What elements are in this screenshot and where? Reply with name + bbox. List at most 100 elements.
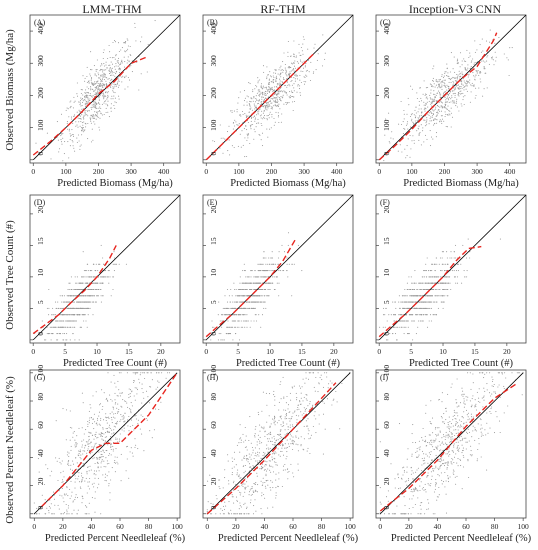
data-point	[72, 145, 74, 147]
data-point	[132, 372, 134, 374]
data-point	[86, 466, 89, 468]
data-point	[134, 373, 136, 375]
data-point	[75, 444, 78, 446]
data-point	[57, 326, 59, 328]
data-point	[97, 288, 99, 291]
data-point	[498, 37, 500, 39]
data-point	[412, 339, 414, 341]
data-point	[37, 458, 39, 460]
data-point	[453, 82, 455, 84]
data-point	[467, 81, 469, 83]
data-point	[403, 118, 405, 120]
data-point	[244, 113, 246, 115]
data-point	[251, 295, 253, 297]
data-point	[102, 474, 104, 476]
data-point	[432, 77, 434, 79]
data-point	[62, 314, 65, 316]
data-point	[99, 433, 101, 436]
data-point	[103, 466, 105, 468]
data-point	[61, 326, 63, 328]
data-point	[409, 134, 411, 137]
data-point	[113, 71, 115, 74]
data-point	[120, 453, 122, 455]
x-axis-label: Predicted Biomass (Mg/ha)	[403, 178, 519, 189]
data-point	[95, 106, 97, 108]
data-point	[94, 102, 96, 104]
data-point	[142, 392, 144, 394]
data-point	[399, 314, 401, 316]
data-point	[435, 276, 437, 278]
data-point	[270, 127, 272, 129]
data-point	[244, 156, 246, 158]
data-point	[81, 122, 83, 124]
data-point	[247, 320, 249, 322]
data-point	[121, 391, 123, 394]
data-point	[73, 147, 75, 149]
data-point	[63, 333, 66, 335]
data-point	[461, 71, 463, 73]
data-point	[432, 138, 434, 140]
data-point	[422, 130, 424, 132]
data-point	[263, 307, 265, 309]
data-point	[66, 333, 68, 335]
data-point	[74, 487, 76, 489]
data-point	[110, 417, 112, 419]
data-point	[90, 141, 93, 143]
data-point	[209, 474, 211, 476]
data-point	[250, 117, 253, 119]
data-point	[287, 67, 289, 69]
data-point	[55, 320, 58, 322]
data-point	[51, 326, 53, 328]
data-point	[83, 320, 85, 322]
data-point	[437, 282, 439, 284]
data-point	[454, 244, 457, 246]
data-point	[99, 65, 102, 67]
data-point	[99, 70, 101, 72]
data-point	[116, 422, 118, 424]
data-point	[113, 56, 115, 59]
x-tick-label: 5	[409, 347, 413, 356]
data-point	[408, 333, 410, 335]
data-point	[67, 295, 69, 297]
data-point	[285, 72, 287, 74]
data-point	[251, 446, 254, 449]
data-point	[67, 288, 69, 291]
data-point	[438, 86, 440, 88]
data-point	[253, 115, 255, 117]
data-point	[232, 320, 234, 322]
data-point	[222, 307, 224, 309]
data-point	[82, 94, 84, 96]
data-point	[91, 114, 93, 116]
data-point	[89, 417, 91, 419]
data-point	[105, 61, 107, 63]
data-point	[155, 388, 157, 390]
data-point	[270, 75, 272, 77]
data-point	[269, 71, 271, 73]
data-point	[432, 263, 434, 265]
panel-tag: (B)	[207, 18, 218, 27]
x-tick-label: 80	[145, 522, 153, 531]
data-point	[80, 487, 82, 489]
data-point	[439, 87, 441, 89]
data-point	[444, 288, 446, 291]
data-point	[423, 104, 425, 106]
data-point	[411, 113, 413, 115]
data-point	[397, 150, 399, 152]
data-point	[100, 431, 102, 434]
data-point	[321, 65, 324, 67]
data-point	[249, 489, 251, 491]
data-point	[153, 429, 155, 431]
data-point	[101, 435, 104, 437]
data-point	[81, 89, 83, 91]
data-point	[65, 339, 67, 341]
data-point	[114, 58, 116, 60]
data-point	[239, 91, 241, 93]
data-point	[80, 295, 82, 297]
data-point	[282, 71, 284, 73]
data-point	[251, 109, 253, 111]
data-point	[442, 295, 444, 297]
y-tick-label: 5	[209, 300, 218, 304]
data-point	[111, 433, 113, 435]
data-point	[428, 123, 430, 125]
